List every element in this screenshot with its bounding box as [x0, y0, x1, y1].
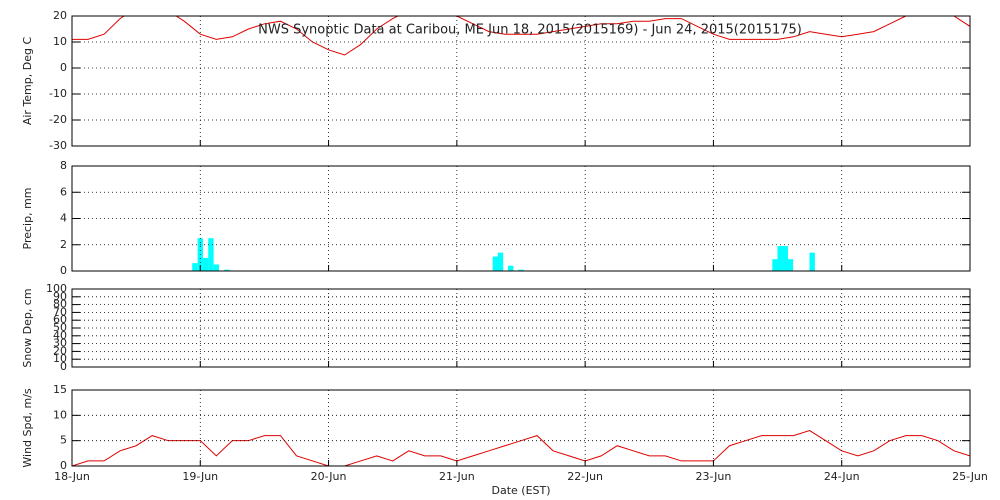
bar — [224, 269, 230, 271]
plot-frame — [71, 15, 971, 147]
plot-frame — [71, 165, 971, 272]
bar — [208, 238, 214, 271]
y-tick-label: 80 — [53, 298, 67, 311]
y-axis-label: Precip, mm — [21, 188, 34, 250]
y-tick-label: 4 — [60, 212, 67, 225]
data-line — [72, 429, 970, 466]
x-tick-label: 25-Jun — [952, 470, 988, 483]
x-tick-label: 18-Jun — [54, 470, 90, 483]
y-tick-label: 0 — [60, 264, 67, 277]
y-tick-label: 8 — [60, 159, 67, 172]
y-tick-label: 15 — [53, 383, 67, 396]
bar — [508, 265, 514, 271]
y-axis-label: Wind Spd, m/s — [21, 388, 34, 468]
y-tick-label: 20 — [53, 344, 67, 357]
bar — [782, 246, 788, 271]
panel — [72, 16, 970, 56]
bar — [772, 259, 778, 271]
y-tick-label: -10 — [49, 87, 67, 100]
y-tick-label: 10 — [53, 408, 67, 421]
y-tick-label: 5 — [60, 434, 67, 447]
x-tick-label: 24-Jun — [824, 470, 860, 483]
y-tick-label: 70 — [53, 305, 67, 318]
panel — [72, 429, 970, 466]
y-tick-label: 30 — [53, 337, 67, 350]
x-tick-label: 22-Jun — [567, 470, 603, 483]
x-tick-label: 21-Jun — [439, 470, 475, 483]
y-tick-label: 0 — [60, 459, 67, 472]
bar — [777, 246, 783, 271]
x-tick-label: 19-Jun — [182, 470, 218, 483]
data-line — [72, 16, 970, 56]
plot-frame — [71, 288, 971, 368]
x-tick-label: 23-Jun — [696, 470, 732, 483]
y-axis-label: Snow Dep, cm — [21, 288, 34, 367]
bar — [192, 263, 198, 271]
y-tick-label: 40 — [53, 329, 67, 342]
x-tick-label: 20-Jun — [311, 470, 347, 483]
bar — [809, 252, 815, 271]
y-tick-label: 90 — [53, 290, 67, 303]
bar — [213, 264, 219, 271]
bar — [203, 257, 209, 271]
bar — [497, 252, 504, 271]
y-tick-label: -20 — [49, 113, 67, 126]
x-axis-label: Date (EST) — [491, 484, 550, 497]
y-tick-label: 0 — [60, 61, 67, 74]
y-tick-label: 6 — [60, 185, 67, 198]
y-tick-label: 10 — [53, 35, 67, 48]
bar — [518, 269, 524, 271]
chart-title: NWS Synoptic Data at Caribou, ME Jun 18,… — [258, 23, 802, 38]
y-tick-label: 50 — [53, 321, 67, 334]
panel — [192, 238, 815, 271]
y-tick-label: 20 — [53, 9, 67, 22]
y-tick-label: 2 — [60, 238, 67, 251]
y-tick-label: 0 — [60, 360, 67, 373]
y-tick-label: 60 — [53, 313, 67, 326]
y-tick-label: 100 — [46, 282, 67, 295]
bar — [492, 256, 499, 271]
plot-frame — [71, 389, 971, 467]
y-tick-label: -30 — [49, 139, 67, 152]
y-tick-label: 10 — [53, 352, 67, 365]
y-axis-label: Air Temp, Deg C — [21, 37, 34, 126]
bar — [787, 259, 794, 271]
